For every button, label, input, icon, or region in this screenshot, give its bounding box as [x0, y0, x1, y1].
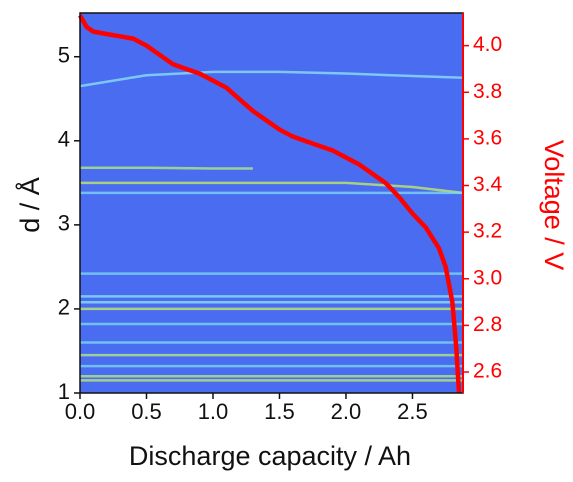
x-tick-label: 0.5 [131, 399, 162, 424]
y-tick-label: 1 [58, 379, 70, 404]
y-axis-label: d / Å [14, 177, 45, 233]
voltage-line [78, 14, 462, 394]
y2-tick-label: 3.2 [473, 220, 502, 243]
y2-tick-label: 3.4 [473, 173, 503, 196]
y-tick-label: 5 [58, 43, 70, 68]
x-tick-label: 1.0 [198, 399, 229, 424]
x-tick-label: 2.0 [331, 399, 362, 424]
y2-tick-label: 3.8 [473, 80, 502, 103]
x-tick-label: 0.0 [65, 399, 96, 424]
y2-tick-label: 2.6 [473, 360, 502, 383]
diffraction-line [79, 70, 464, 88]
y-tick-label: 2 [58, 295, 70, 320]
y-tick-label: 3 [58, 211, 70, 236]
y2-tick-label: 3.0 [473, 266, 502, 289]
x-axis-label: Discharge capacity / Ah [129, 441, 411, 471]
y-tick-label: 4 [58, 127, 70, 152]
diffraction-line [80, 181, 464, 195]
x-tick-label: 1.5 [264, 399, 295, 424]
diffraction-line [80, 166, 253, 170]
y2-tick-label: 2.8 [473, 313, 502, 336]
x-tick-label: 2.5 [397, 399, 428, 424]
y2-tick-label: 4.0 [473, 33, 502, 56]
y2-axis-label: Voltage / V [539, 140, 569, 271]
y2-tick-label: 3.6 [473, 126, 502, 149]
